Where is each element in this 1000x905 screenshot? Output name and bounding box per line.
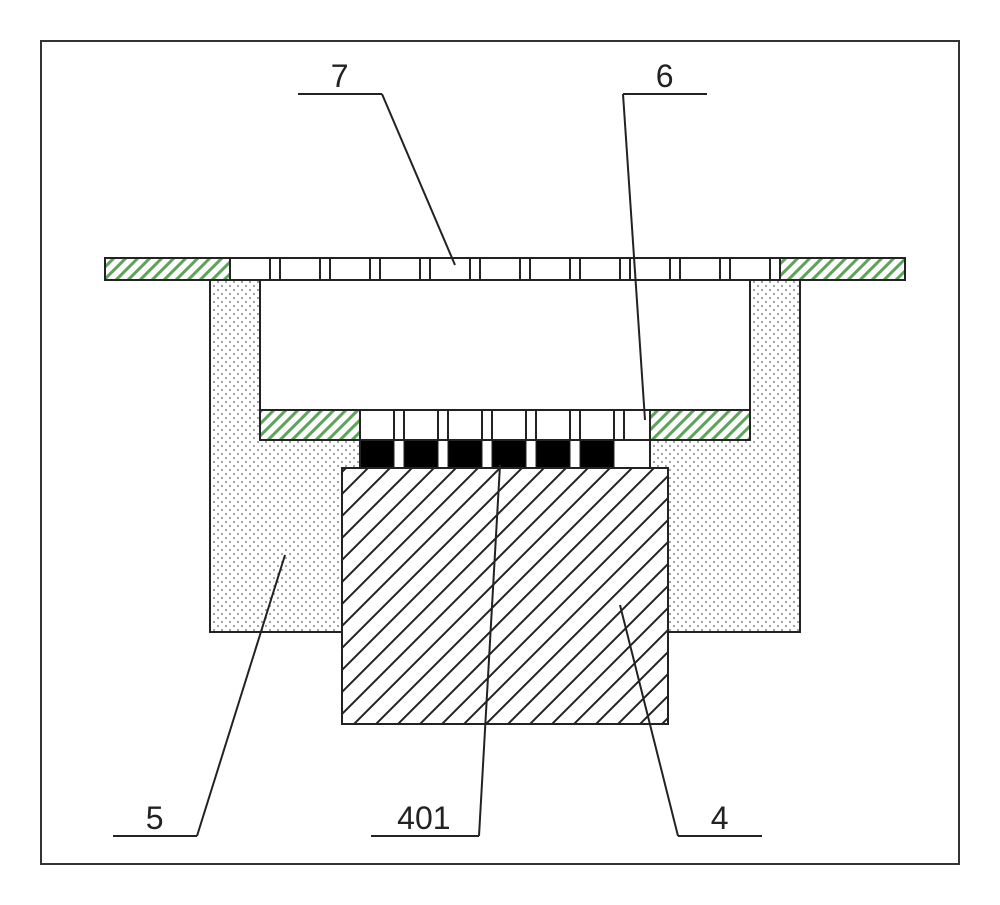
part-7-left-flange xyxy=(105,258,230,280)
part-401-block xyxy=(404,440,438,468)
part-6-left xyxy=(260,410,360,440)
part-401-block xyxy=(360,440,394,468)
callout-label-6: 6 xyxy=(656,58,674,95)
part-401-block xyxy=(580,440,614,468)
callout-leader xyxy=(382,94,455,265)
part-401-block xyxy=(448,440,482,468)
callout-label-7: 7 xyxy=(331,58,349,95)
part-401-block xyxy=(536,440,570,468)
callout-label-4: 4 xyxy=(711,800,729,837)
callout-label-5: 5 xyxy=(146,800,164,837)
part-6-right xyxy=(650,410,750,440)
part-401-block xyxy=(492,440,526,468)
part-7-center-bg xyxy=(230,258,780,280)
part-4-block xyxy=(342,468,668,724)
diagram-canvas: 7 6 5 401 4 xyxy=(0,0,1000,905)
part-7-right-flange xyxy=(780,258,905,280)
callout-label-401: 401 xyxy=(397,800,450,837)
diagram-svg xyxy=(0,0,1000,905)
